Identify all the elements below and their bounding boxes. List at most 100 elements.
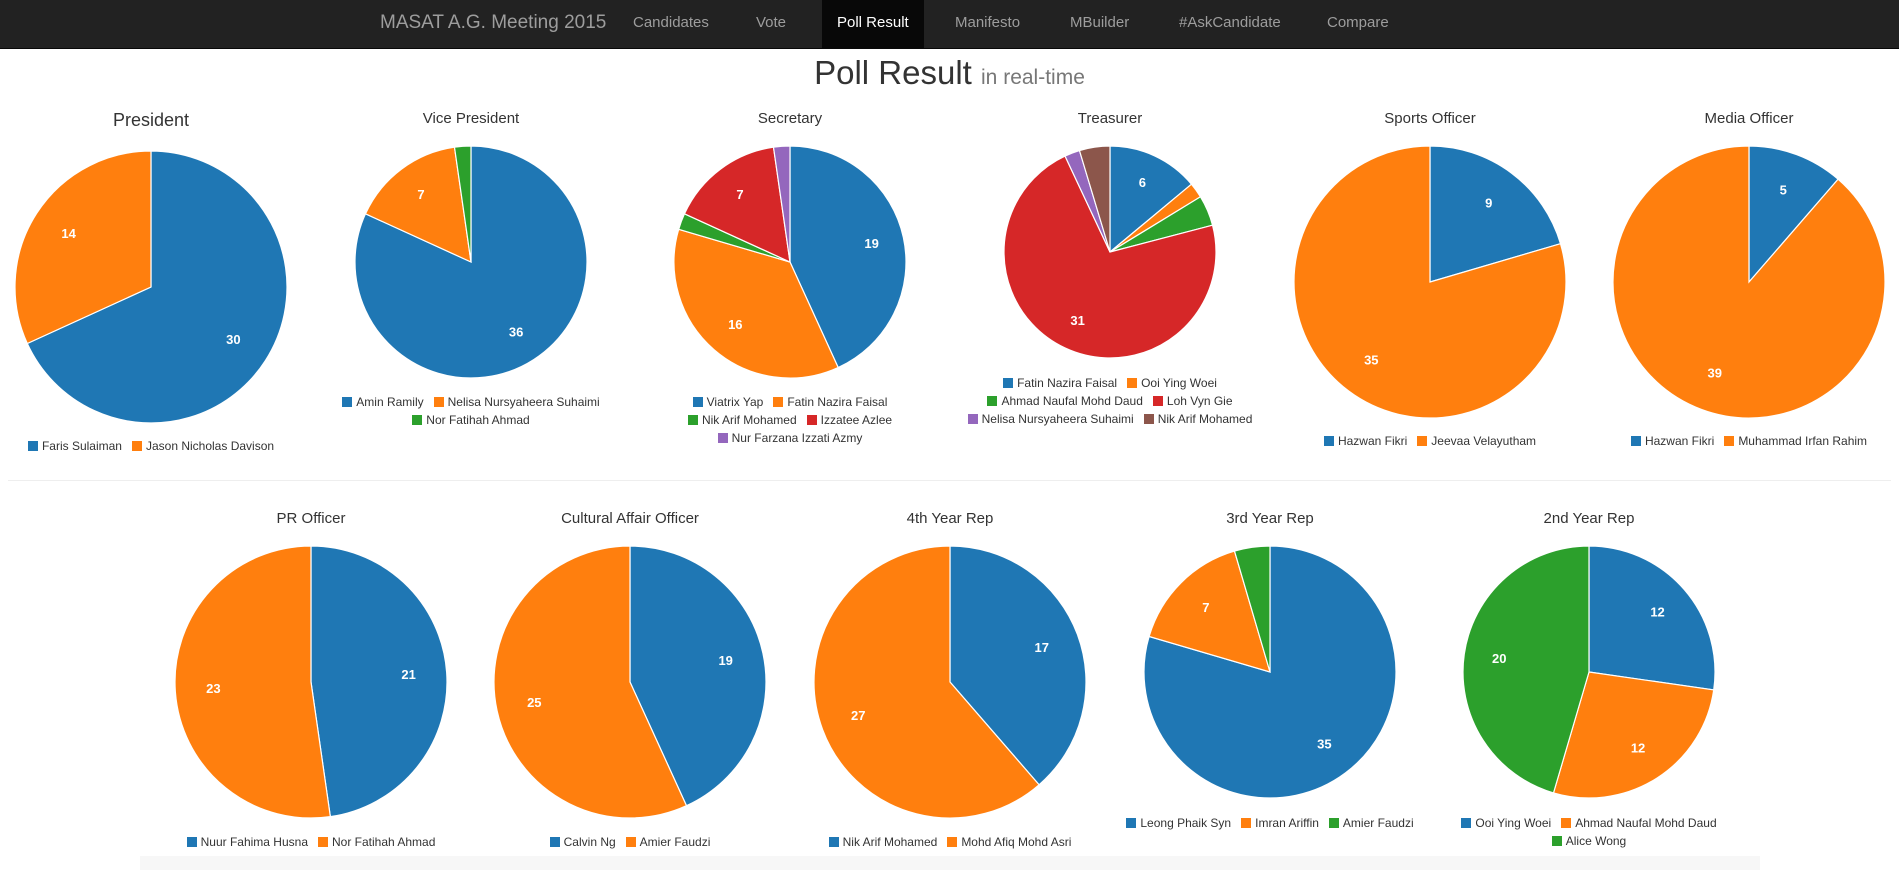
legend-item[interactable]: Amier Faudzi bbox=[1328, 814, 1414, 832]
pie-slice-nur-farzana-izzati-azmy[interactable] bbox=[772, 145, 791, 263]
legend-label: Mohd Afiq Mohd Asri bbox=[961, 835, 1072, 849]
pie-slice-nelisa-nursyaheera-suhaimi[interactable] bbox=[364, 146, 472, 264]
legend-label: Nik Arif Mohamed bbox=[701, 413, 797, 427]
pie-chart-pr-officer: 21 23 bbox=[174, 545, 448, 819]
legend-2nd-year-rep: Ooi Ying Woei Ahmad Naufal Mohd Daud Alice… bbox=[1429, 814, 1749, 850]
legend-swatch bbox=[947, 837, 958, 847]
nav-item-manifesto[interactable]: Manifesto bbox=[955, 14, 1021, 31]
slice-value-label: 9 bbox=[1485, 196, 1492, 211]
legend-item[interactable]: Nelisa Nursyaheera Suhaimi bbox=[967, 410, 1134, 428]
nav-item-candidates[interactable]: Candidates bbox=[633, 14, 709, 31]
pie-slice-ooi-ying-woei[interactable] bbox=[1588, 545, 1716, 691]
pie-slice-muhammad-irfan-rahim[interactable] bbox=[1612, 145, 1886, 419]
legend-swatch bbox=[987, 396, 998, 406]
legend-item[interactable]: Fatin Nazira Faisal bbox=[773, 393, 887, 411]
pie-slice-nor-fatihah-ahmad[interactable] bbox=[174, 545, 332, 819]
legend-swatch bbox=[1127, 378, 1138, 388]
legend-item[interactable]: Nor Fatihah Ahmad bbox=[318, 833, 435, 851]
pie-slice-calvin-ng[interactable] bbox=[629, 545, 767, 807]
nav-item-compare[interactable]: Compare bbox=[1327, 14, 1389, 31]
pie-slice-ahmad-naufal-mohd-daud[interactable] bbox=[1552, 671, 1715, 799]
pie-slice-nuur-fahima-husna[interactable] bbox=[310, 545, 448, 818]
nav-item-vote[interactable]: Vote bbox=[756, 14, 787, 31]
legend-item[interactable]: Loh Vyn Gie bbox=[1152, 392, 1233, 410]
legend-label: Nelisa Nursyaheera Suhaimi bbox=[981, 412, 1134, 426]
legend-item[interactable]: Amin Ramily bbox=[342, 393, 424, 411]
legend-item[interactable]: Nor Fatihah Ahmad bbox=[412, 411, 530, 429]
slice-value-label: 31 bbox=[1070, 313, 1084, 328]
legend-item[interactable]: Ahmad Naufal Mohd Daud bbox=[987, 392, 1143, 410]
pie-slice-mohd-afiq-mohd-asri[interactable] bbox=[813, 545, 1040, 819]
slice-value-label: 36 bbox=[509, 324, 523, 339]
nav-item-poll-result[interactable]: Poll Result bbox=[822, 0, 924, 48]
legend-item[interactable]: Mohd Afiq Mohd Asri bbox=[947, 833, 1071, 851]
pie-slice-fatin-nazira-faisal[interactable] bbox=[673, 228, 839, 379]
legend-swatch bbox=[1126, 818, 1137, 828]
legend-swatch bbox=[342, 397, 353, 407]
footer-strip bbox=[140, 856, 1760, 870]
legend-item[interactable]: Leong Phaik Syn bbox=[1126, 814, 1231, 832]
pie-slice-izzatee-azlee[interactable] bbox=[683, 146, 791, 264]
pie-slice-fatin-nazira-faisal[interactable] bbox=[1109, 145, 1193, 254]
legend-item[interactable]: Calvin Ng bbox=[549, 833, 616, 851]
legend-item[interactable]: Nur Farzana Izzati Azmy bbox=[717, 429, 862, 447]
legend-label: Imran Ariffin bbox=[1255, 816, 1319, 830]
legend-item[interactable]: Alice Wong bbox=[1551, 832, 1626, 850]
legend-item[interactable]: Nik Arif Mohamed bbox=[1143, 410, 1252, 428]
slice-value-label: 20 bbox=[1492, 651, 1506, 666]
legend-item[interactable]: Hazwan Fikri bbox=[1323, 432, 1407, 450]
nav-item-askcandidate[interactable]: #AskCandidate bbox=[1179, 14, 1281, 31]
legend-item[interactable]: Jason Nicholas Davison bbox=[131, 437, 275, 455]
legend-swatch bbox=[717, 433, 728, 443]
legend-swatch bbox=[1461, 818, 1472, 828]
pie-slice-jeevaa-velayutham[interactable] bbox=[1293, 145, 1567, 419]
slice-value-label: 7 bbox=[417, 187, 424, 202]
pie-slice-amier-faudzi[interactable] bbox=[493, 545, 688, 819]
pie-slice-imran-ariffin[interactable] bbox=[1148, 550, 1271, 673]
legend-label: Jason Nicholas Davison bbox=[145, 439, 275, 453]
brand-link[interactable]: MASAT A.G. Meeting 2015 bbox=[380, 12, 607, 33]
pie-slice-alice-wong[interactable] bbox=[1462, 545, 1590, 794]
pie-slice-loh-vyn-gie[interactable] bbox=[1003, 155, 1217, 359]
legend-item[interactable]: Amier Faudzi bbox=[625, 833, 710, 851]
legend-item[interactable]: Faris Sulaiman bbox=[27, 437, 122, 455]
slice-value-label: 23 bbox=[206, 681, 220, 696]
slice-value-label: 14 bbox=[61, 226, 76, 241]
pie-slice-hazwan-fikri[interactable] bbox=[1429, 145, 1562, 283]
legend-item[interactable]: Muhammad Irfan Rahim bbox=[1724, 432, 1867, 450]
legend-swatch bbox=[806, 415, 817, 425]
legend-item[interactable]: Ooi Ying Woei bbox=[1461, 814, 1551, 832]
pie-slice-viatrix-yap[interactable] bbox=[789, 145, 907, 369]
pie-slice-leong-phaik-syn[interactable] bbox=[1143, 545, 1397, 799]
legend-item[interactable]: Nelisa Nursyaheera Suhaimi bbox=[433, 393, 600, 411]
pie-slice-nik-arif-mohamed[interactable] bbox=[949, 545, 1087, 786]
pie-chart-sports-officer: 9 35 bbox=[1293, 145, 1567, 419]
pie-slice-faris-sulaiman[interactable] bbox=[26, 150, 288, 424]
legend-item[interactable]: Izzatee Azlee bbox=[806, 411, 892, 429]
legend-label: Ooi Ying Woei bbox=[1475, 816, 1552, 830]
pie-slice-nor-fatihah-ahmad[interactable] bbox=[453, 145, 472, 263]
slice-value-label: 7 bbox=[736, 187, 743, 202]
chart-title-vice-president: Vice President bbox=[422, 110, 520, 127]
legend-item[interactable]: Hazwan Fikri bbox=[1630, 432, 1714, 450]
pie-chart-treasurer: 6 31 bbox=[1003, 145, 1217, 359]
legend-item[interactable]: Jeevaa Velayutham bbox=[1417, 432, 1536, 450]
legend-label: Ooi Ying Woei bbox=[1141, 376, 1217, 390]
legend-item[interactable]: Imran Ariffin bbox=[1241, 814, 1319, 832]
nav-item-mbuilder[interactable]: MBuilder bbox=[1070, 14, 1130, 31]
pie-slice-nik-arif-mohamed[interactable] bbox=[1078, 145, 1111, 253]
legend-item[interactable]: Viatrix Yap bbox=[692, 393, 763, 411]
slice-value-label: 17 bbox=[1035, 640, 1049, 655]
pie-slice-jason-nicholas-davison[interactable] bbox=[14, 150, 152, 345]
legend-item[interactable]: Nuur Fahima Husna bbox=[186, 833, 308, 851]
pie-slice-amier-faudzi[interactable] bbox=[1233, 545, 1271, 673]
legend-item[interactable]: Fatin Nazira Faisal bbox=[1003, 374, 1117, 392]
legend-item[interactable]: Ahmad Naufal Mohd Daud bbox=[1561, 814, 1717, 832]
legend-label: Jeevaa Velayutham bbox=[1431, 434, 1537, 448]
legend-item[interactable]: Ooi Ying Woei bbox=[1127, 374, 1217, 392]
legend-item[interactable]: Nik Arif Mohamed bbox=[687, 411, 797, 429]
legend-item[interactable]: Nik Arif Mohamed bbox=[828, 833, 937, 851]
pie-slice-hazwan-fikri[interactable] bbox=[1748, 145, 1839, 284]
